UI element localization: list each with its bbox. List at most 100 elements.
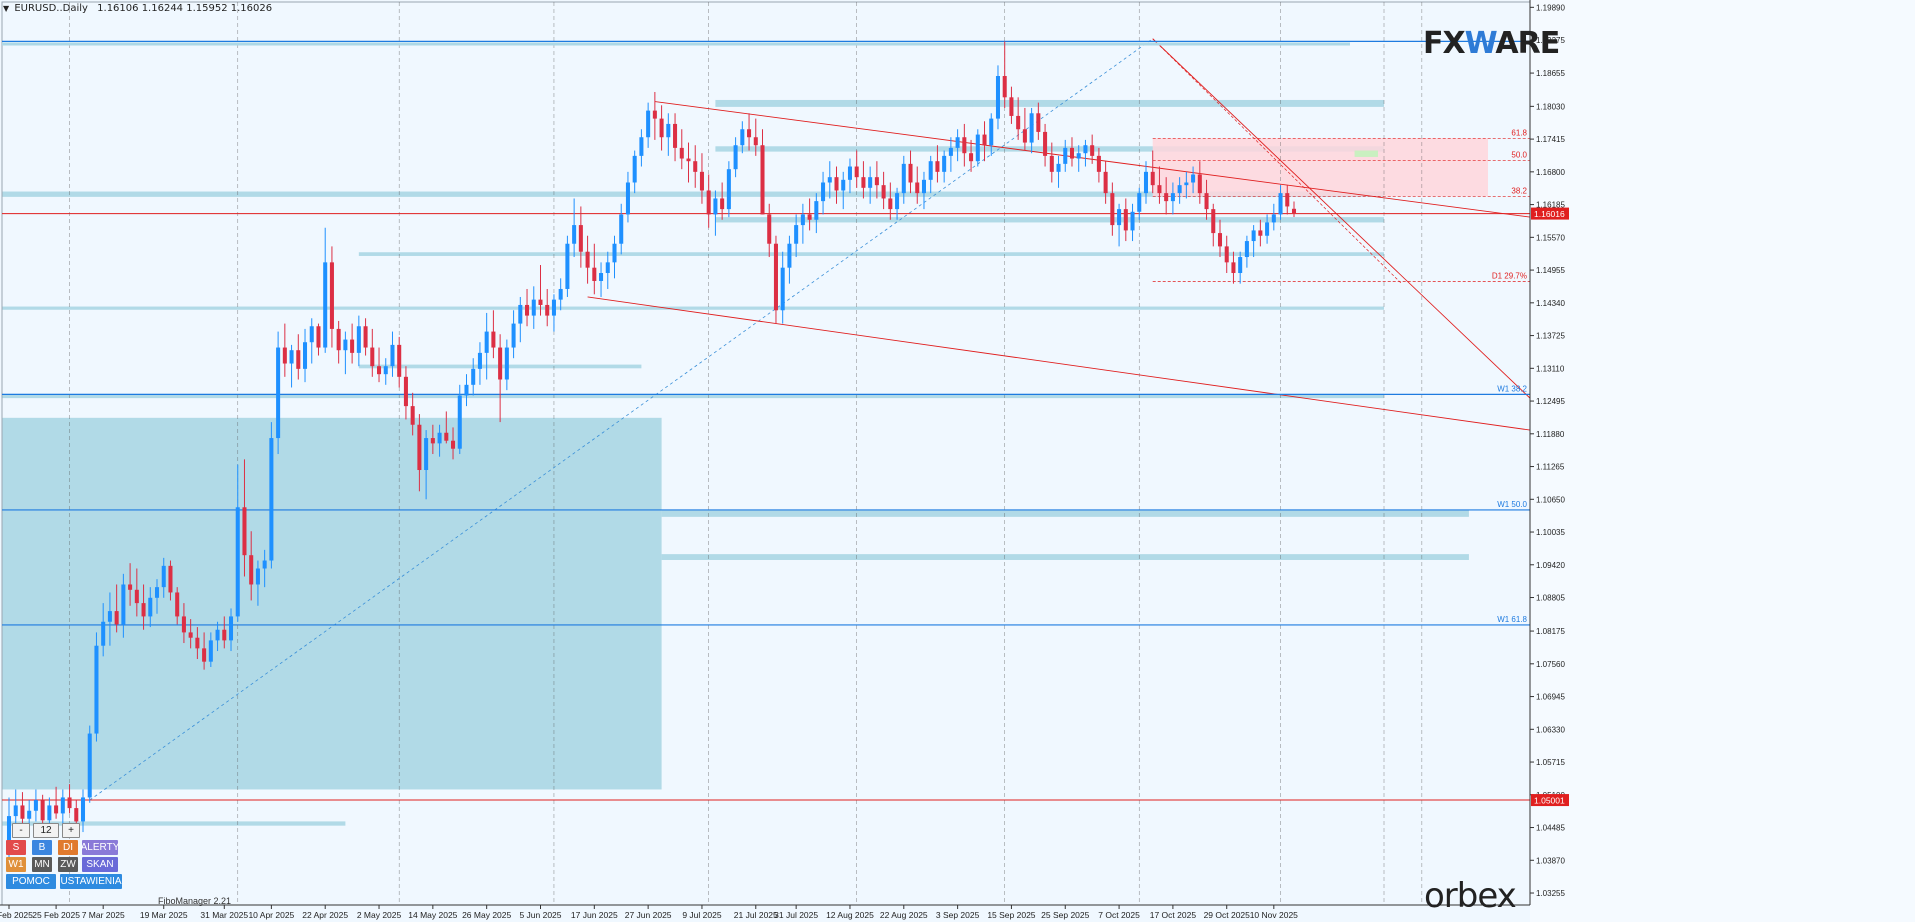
candle-body [1238,257,1243,274]
candle-body [1204,193,1209,210]
zone-1-181 [715,99,1384,107]
sell-button[interactable]: S [6,840,26,855]
date-tick-label: 7 Mar 2025 [82,910,125,920]
alerts-button[interactable]: ALERTY [80,840,120,855]
candle-body [612,243,617,263]
price-tick-label: 1.15570 [1536,233,1565,242]
candle-body [1022,129,1027,143]
level-annotation: W1 38.2 [1497,384,1527,393]
date-tick-label: 3 Sep 2025 [936,910,980,920]
candle-body [242,507,247,556]
candle-body [740,129,745,146]
candle-body [424,438,429,471]
date-tick-label: 15 Sep 2025 [987,910,1035,920]
date-tick-label: 14 May 2025 [408,910,457,920]
candle-body [854,166,859,178]
increase-button[interactable]: + [62,823,80,838]
candle-body [215,629,220,641]
candle-body [114,611,119,625]
date-tick-label: 31 Jul 2025 [774,910,818,920]
horizontal-levels [2,40,1530,801]
period-value-field[interactable]: 12 [33,823,59,838]
zone-1-046 [2,821,346,826]
candle-body [1069,147,1075,159]
level-annotation: W1 50.0 [1497,500,1527,509]
date-tick-label: 10 Nov 2025 [1250,910,1298,920]
zw-button[interactable]: ZW [58,857,78,872]
candle-body [235,507,240,617]
candle-body [134,589,139,604]
mn-button[interactable]: MN [32,857,52,872]
candle-body [94,645,99,734]
level-annotation: 50.0 [1511,151,1527,160]
date-tick-label: 25 Feb 2025 [32,910,80,920]
candle-body [309,326,314,343]
candle-body [699,171,704,191]
candle-body [444,432,449,441]
level-annotation: 61.8 [1511,128,1527,137]
price-tick-label: 1.06945 [1536,693,1565,702]
candle-body [1123,209,1128,231]
candle-body [430,438,435,444]
candle-body [208,640,213,662]
candle-body [666,123,671,138]
candle-body [1036,113,1041,132]
candle-body [363,326,368,348]
candle-body [874,177,879,186]
level-annotation: W1 61.8 [1497,615,1527,624]
price-tick-label: 1.09420 [1536,561,1565,570]
w1-button[interactable]: W1 [6,857,26,872]
candle-body [538,299,543,305]
level-annotation: D1 29.7% [1492,272,1527,281]
date-tick-label: 2 May 2025 [357,910,402,920]
buy-button[interactable]: B [32,840,52,855]
decrease-button[interactable]: - [12,823,30,838]
candle-body [518,304,523,324]
candle-body [706,190,711,215]
dropdown-triangle-icon[interactable]: ▼ [3,4,10,13]
trendline-lower-red [587,296,1531,431]
candle-body [1184,182,1189,186]
candle-body [390,344,395,367]
candle-body [296,350,301,369]
level-annotation: 38.2 [1511,186,1527,195]
candle-body [639,137,644,156]
candle-body [1083,145,1088,154]
candle-body [47,805,52,821]
candle-body [161,565,166,588]
candle-body [1285,193,1290,207]
candle-body [101,621,106,646]
candle-body [646,110,651,138]
price-tick-label: 1.11880 [1536,430,1565,439]
candle-body [60,797,65,814]
candle-body [693,161,698,172]
price-tick-label: 1.13725 [1536,332,1565,341]
candle-body [948,147,953,156]
candle-body [780,267,785,311]
ohlc-values: 1.16106 1.16244 1.15952 1.16026 [97,3,273,14]
candle-body [417,424,422,471]
date-tick-label: 19 Mar 2025 [140,910,188,920]
price-tick-label: 1.18030 [1536,102,1565,111]
fxware-logo: FXWARE [1423,26,1560,61]
candle-body [1251,230,1256,242]
candle-body [1130,211,1135,231]
candle-body [834,177,839,191]
price-tick-label: 1.18655 [1536,69,1565,78]
candle-body [935,161,940,172]
candle-body [484,331,489,353]
candle-body [1164,193,1169,202]
candle-body [969,153,974,162]
candle-body [228,616,234,641]
candle-body [141,603,146,617]
candle-body [625,182,630,215]
candle-body [1197,174,1202,194]
date-tick-label: 13 Feb 2025 [0,910,33,920]
settings-button[interactable]: USTAWIENIA [60,874,122,889]
candle-body [282,347,287,364]
scan-button[interactable]: SKAN [82,857,118,872]
d1-button[interactable]: DI [58,840,78,855]
help-button[interactable]: POMOC [6,874,56,889]
candle-body [767,214,772,244]
